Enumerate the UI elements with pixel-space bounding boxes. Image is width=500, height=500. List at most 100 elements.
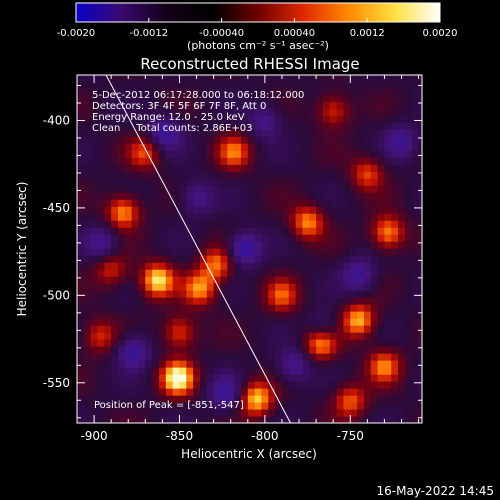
heatmap-cell (247, 108, 256, 116)
heatmap-cell (111, 262, 119, 270)
heatmap-cell (206, 108, 215, 116)
heatmap-cell (336, 388, 345, 396)
heatmap-cell (350, 269, 358, 277)
heatmap-cell (384, 157, 392, 165)
heatmap-cell (295, 325, 304, 333)
heatmap-cell (254, 143, 263, 151)
heatmap-cell (117, 227, 126, 235)
heatmap-cell (186, 164, 194, 172)
heatmap-cell (152, 206, 160, 214)
heatmap-cell (227, 276, 235, 284)
heatmap-cell (295, 402, 304, 410)
heatmap-cell (322, 297, 331, 305)
heatmap-cell (138, 276, 146, 284)
heatmap-cell (336, 381, 345, 389)
heatmap-cell (227, 402, 235, 410)
heatmap-cell (158, 220, 167, 228)
heatmap-cell (234, 171, 242, 179)
heatmap-cell (83, 367, 92, 375)
y-tick-label: -400 (43, 113, 70, 127)
heatmap-cell (281, 171, 290, 179)
heatmap-cell (281, 192, 290, 200)
heatmap-cell (240, 269, 249, 277)
heatmap-cell (152, 108, 160, 116)
heatmap-cell (124, 227, 133, 235)
heatmap-cell (124, 304, 133, 312)
heatmap-cell (350, 87, 358, 95)
heatmap-cell (411, 416, 420, 423)
heatmap-cell (411, 129, 420, 137)
heatmap-cell (152, 255, 160, 263)
heatmap-cell (404, 122, 413, 130)
heatmap-cell (384, 325, 392, 333)
heatmap-cell (370, 318, 379, 326)
heatmap-cell (363, 192, 372, 200)
heatmap-cell (288, 143, 297, 151)
heatmap-cell (398, 129, 406, 137)
heatmap-cell (350, 332, 358, 340)
heatmap-cell (322, 311, 331, 319)
heatmap-cell (158, 388, 167, 396)
heatmap-cell (199, 360, 208, 368)
heatmap-cell (206, 150, 215, 158)
heatmap-cell (384, 227, 392, 235)
heatmap-cell (316, 248, 324, 256)
heatmap-cell (275, 297, 283, 305)
heatmap-cell (227, 101, 235, 109)
heatmap-cell (77, 213, 85, 221)
heatmap-cell (295, 157, 304, 165)
heatmap-cell (179, 157, 187, 165)
heatmap-cell (220, 192, 228, 200)
heatmap-cell (234, 122, 242, 130)
heatmap-cell (357, 150, 365, 158)
heatmap-cell (104, 367, 112, 375)
heatmap-cell (295, 227, 304, 235)
heatmap-cell (172, 94, 181, 102)
heatmap-cell (138, 311, 146, 319)
heatmap-cell (179, 381, 187, 389)
heatmap-cell (370, 367, 379, 375)
heatmap-cell (329, 353, 338, 361)
heatmap-cell (343, 87, 351, 95)
heatmap-cell (131, 199, 140, 207)
heatmap-cell (145, 388, 153, 396)
heatmap-cell (316, 290, 324, 298)
heatmap-cell (275, 192, 283, 200)
heatmap-cell (111, 360, 119, 368)
heatmap-cell (391, 346, 399, 354)
heatmap-cell (316, 381, 324, 389)
heatmap-cell (172, 129, 181, 137)
heatmap-cell (418, 75, 422, 81)
heatmap-cell (193, 101, 201, 109)
heatmap-cell (343, 143, 351, 151)
heatmap-cell (117, 157, 126, 165)
x-axis-label: Heliocentric X (arcsec) (181, 447, 317, 461)
heatmap-cell (172, 234, 181, 242)
heatmap-cell (179, 283, 187, 291)
heatmap-cell (206, 276, 215, 284)
heatmap-cell (240, 311, 249, 319)
heatmap-cell (97, 262, 105, 270)
heatmap-cell (111, 108, 119, 116)
heatmap-cell (404, 101, 413, 109)
heatmap-cell (391, 297, 399, 305)
heatmap-cell (77, 115, 85, 123)
heatmap-cell (391, 213, 399, 221)
heatmap-cell (247, 374, 256, 382)
heatmap-cell (227, 325, 235, 333)
heatmap-cell (404, 80, 413, 88)
heatmap-cell (254, 220, 263, 228)
heatmap-cell (261, 367, 269, 375)
heatmap-cell (138, 220, 146, 228)
heatmap-cell (117, 255, 126, 263)
heatmap-cell (418, 241, 422, 249)
heatmap-cell (179, 311, 187, 319)
heatmap-cell (336, 94, 345, 102)
heatmap-cell (309, 206, 317, 214)
heatmap-cell (370, 360, 379, 368)
heatmap-cell (329, 402, 338, 410)
heatmap-cell (111, 248, 119, 256)
heatmap-cell (261, 346, 269, 354)
heatmap-cell (377, 136, 386, 144)
heatmap-cell (90, 332, 99, 340)
